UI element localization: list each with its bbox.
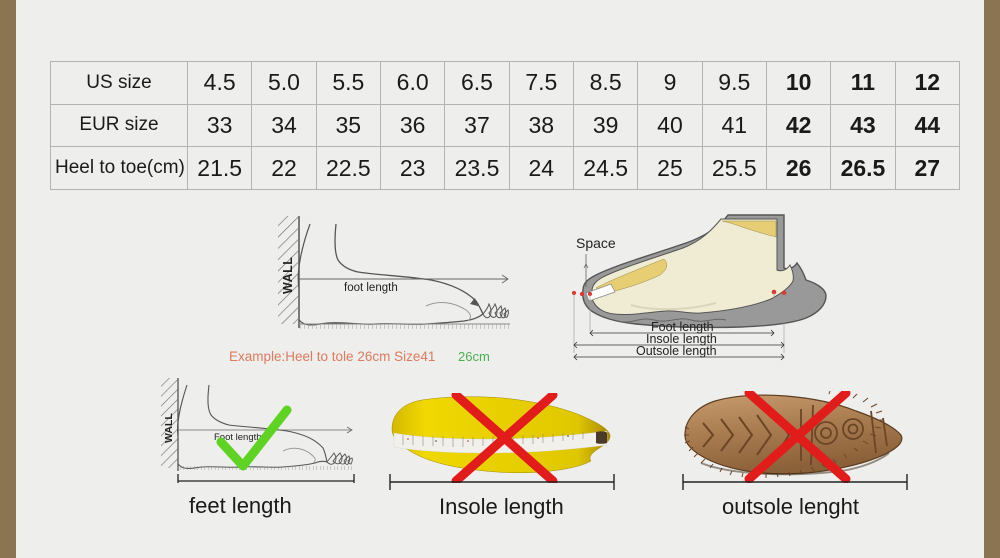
svg-text:Outsole length: Outsole length xyxy=(636,344,717,358)
svg-text:foot length: foot length xyxy=(344,282,398,294)
svg-text:Space: Space xyxy=(576,235,616,251)
svg-text:WALL: WALL xyxy=(163,413,175,443)
svg-text:WALL: WALL xyxy=(281,257,295,294)
